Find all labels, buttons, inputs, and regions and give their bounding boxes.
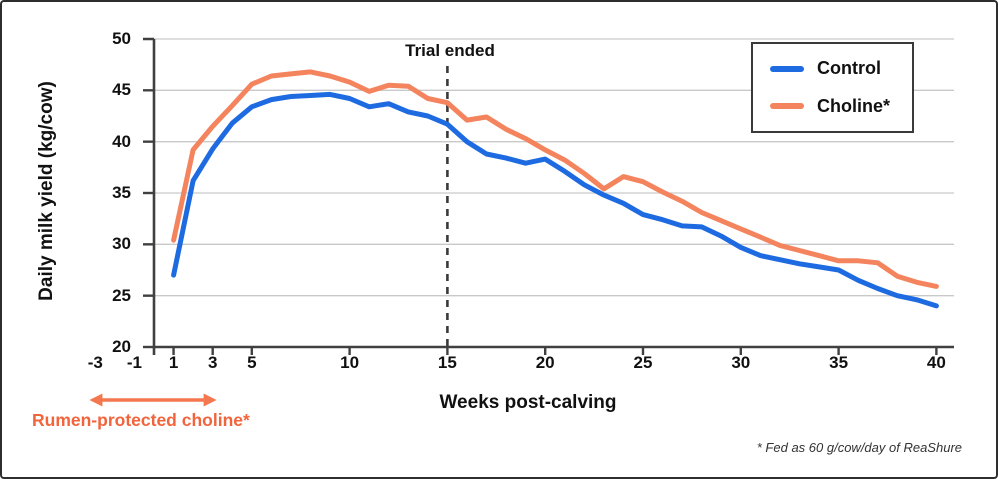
x-tick-label: 30 xyxy=(731,353,751,372)
series-line-choline xyxy=(171,69,939,289)
y-tick-label: 25 xyxy=(112,285,131,305)
x-tick-label: 20 xyxy=(535,353,555,372)
footnote: * Fed as 60 g/cow/day of ReaShure xyxy=(756,440,962,455)
x-tick-label: -3 xyxy=(87,353,103,372)
x-axis-title: Weeks post-calving xyxy=(439,392,617,413)
legend-item-choline: Choline* xyxy=(770,96,912,117)
y-axis-title: Daily milk yield (kg/cow) xyxy=(36,81,57,301)
trial-ended-label: Trial ended xyxy=(405,41,495,60)
series-line-control xyxy=(171,91,939,309)
y-tick-label: 40 xyxy=(112,131,131,151)
legend: Control Choline* xyxy=(751,42,914,133)
y-tick-label: 30 xyxy=(112,234,131,254)
legend-label-control: Control xyxy=(817,58,881,79)
x-tick-label: 1 xyxy=(168,353,179,372)
arrow-right-head-icon xyxy=(203,393,217,407)
x-tick-label: 15 xyxy=(437,353,457,372)
y-tick-label: 45 xyxy=(112,80,131,100)
x-tick-label: 40 xyxy=(926,353,946,372)
x-tick-label: 35 xyxy=(829,353,849,372)
y-tick-label: 35 xyxy=(112,183,131,202)
choline-line-swatch-icon xyxy=(770,103,804,110)
x-tick-label: 3 xyxy=(207,353,218,372)
legend-label-choline: Choline* xyxy=(817,95,891,116)
x-tick-label: -1 xyxy=(126,353,142,372)
legend-item-control: Control xyxy=(770,58,912,79)
x-tick-label: 5 xyxy=(247,353,257,372)
choline-period-annotation: Rumen-protected choline* xyxy=(32,410,250,430)
arrow-left-head-icon xyxy=(89,393,103,407)
y-tick-label: 50 xyxy=(112,29,131,48)
x-tick-label: 25 xyxy=(633,353,653,372)
x-tick-label: 10 xyxy=(340,353,360,372)
control-line-swatch-icon xyxy=(770,65,804,72)
y-tick-label: 20 xyxy=(112,337,131,356)
